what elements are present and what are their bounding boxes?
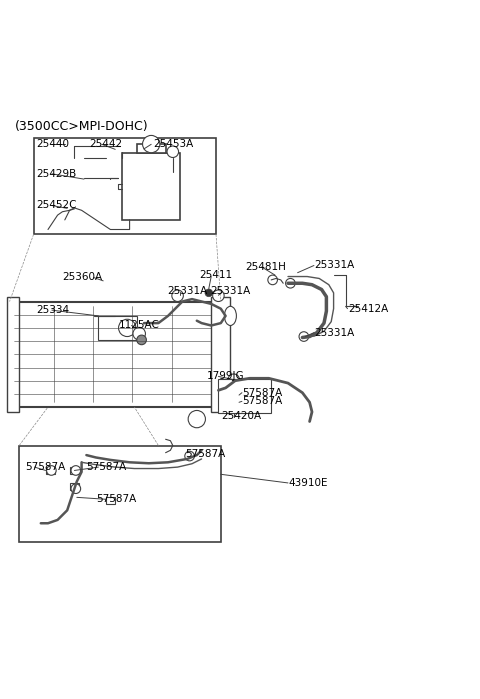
Circle shape [231,380,239,387]
Text: 25331A: 25331A [314,328,355,338]
Text: 25442: 25442 [89,139,122,150]
Text: 43910E: 43910E [288,478,327,488]
Circle shape [167,146,179,157]
Text: 57587A: 57587A [185,449,225,459]
Text: 57587A: 57587A [242,396,283,406]
Bar [137,144,166,152]
Bar [218,380,271,413]
Circle shape [185,452,194,461]
Text: 25331A: 25331A [210,286,251,296]
Text: 57587A: 57587A [25,462,65,472]
Bar [19,445,221,542]
Circle shape [71,466,81,475]
Text: 25440: 25440 [36,139,69,150]
Circle shape [119,319,136,336]
Bar [10,301,221,407]
Bar [46,467,55,474]
Circle shape [47,466,56,475]
Text: 25452C: 25452C [36,201,76,210]
Circle shape [172,290,183,301]
Text: 25331A: 25331A [167,286,207,296]
Text: 25412A: 25412A [348,303,388,314]
Circle shape [232,391,240,399]
Bar [106,498,115,504]
Text: 25331A: 25331A [314,261,355,271]
Circle shape [133,327,145,340]
Ellipse shape [225,383,236,403]
Text: 57587A: 57587A [86,462,127,472]
Circle shape [188,410,205,428]
Circle shape [286,278,295,288]
Text: 25334: 25334 [36,305,69,315]
Bar [231,401,241,408]
Circle shape [213,290,224,301]
Text: 25453A: 25453A [154,139,194,150]
Text: 1799JG: 1799JG [206,371,244,382]
Text: 25429B: 25429B [36,169,76,179]
Text: 25411: 25411 [199,270,232,280]
Bar [211,296,230,412]
Bar [231,391,241,399]
Bar [70,483,79,490]
Bar [7,296,19,412]
Text: 25420A: 25420A [221,411,261,421]
Ellipse shape [225,306,236,326]
Text: 57587A: 57587A [242,388,283,398]
Circle shape [143,136,160,152]
Circle shape [299,332,309,341]
Text: 57587A: 57587A [96,494,136,504]
Text: 25481H: 25481H [245,262,286,272]
Text: 1125AC: 1125AC [119,321,160,331]
Circle shape [228,374,240,386]
Circle shape [232,401,240,408]
Text: (3500CC>MPI-DOHC): (3500CC>MPI-DOHC) [14,120,148,133]
Bar [70,467,79,474]
Circle shape [268,275,277,284]
Circle shape [137,335,146,345]
Bar [122,152,180,220]
Bar [98,316,137,340]
Circle shape [205,289,213,296]
Circle shape [71,484,81,493]
Bar [34,138,216,234]
Text: 25360A: 25360A [62,273,103,282]
